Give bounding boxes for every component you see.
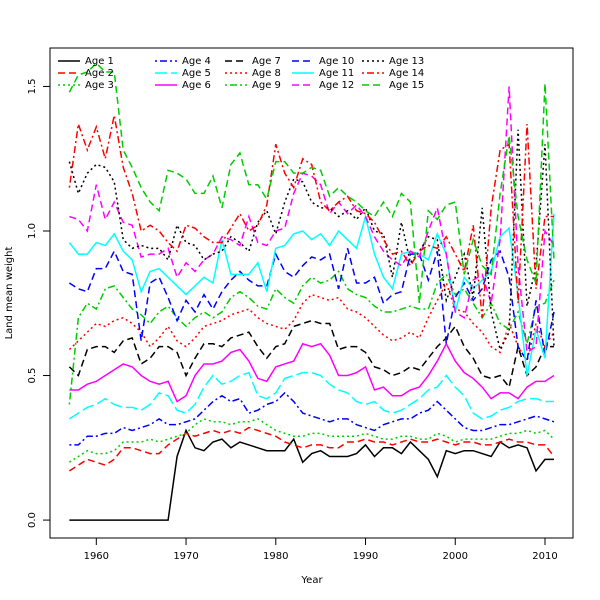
legend-label: Age 8 xyxy=(252,68,281,79)
y-tick-label: 1.0 xyxy=(27,223,38,239)
series-line xyxy=(68,426,555,472)
x-tick-label: 2010 xyxy=(532,551,557,562)
x-tick-label: 1960 xyxy=(84,551,109,562)
y-axis-label: Land mean weight xyxy=(4,247,15,340)
series-line xyxy=(68,62,555,304)
series-line xyxy=(68,213,555,376)
legend-label: Age 3 xyxy=(85,80,114,91)
x-tick-label: 2000 xyxy=(443,551,468,562)
y-tick-label: 0.0 xyxy=(27,512,38,528)
legend-label: Age 14 xyxy=(389,68,424,79)
series-line xyxy=(69,391,555,446)
x-tick-label: 1970 xyxy=(173,551,198,562)
legend-label: Age 7 xyxy=(252,56,281,67)
legend-label: Age 6 xyxy=(182,80,211,91)
x-tick-label: 1980 xyxy=(263,551,288,562)
series-line xyxy=(69,342,555,403)
series-line xyxy=(69,86,555,354)
legend-label: Age 13 xyxy=(389,56,424,67)
legend-label: Age 15 xyxy=(389,80,424,91)
legend-label: Age 10 xyxy=(319,56,354,67)
series-line xyxy=(69,428,554,521)
legend-label: Age 9 xyxy=(252,80,281,91)
plot-frame xyxy=(49,47,574,539)
legend-label: Age 2 xyxy=(85,68,114,79)
y-tick-label: 1.5 xyxy=(27,78,38,94)
series-line xyxy=(68,115,554,318)
series-line xyxy=(68,281,555,364)
series-line xyxy=(68,248,555,364)
legend-label: Age 11 xyxy=(319,68,354,79)
series-line xyxy=(68,129,555,352)
legend-label: Age 5 xyxy=(182,68,211,79)
series-line xyxy=(68,319,554,389)
series-line xyxy=(68,371,554,420)
y-tick-label: 0.5 xyxy=(27,368,38,384)
legend-label: Age 1 xyxy=(85,56,114,67)
x-tick-label: 1990 xyxy=(353,551,378,562)
legend-label: Age 12 xyxy=(319,80,354,91)
x-axis-label: Year xyxy=(300,575,323,586)
legend-label: Age 4 xyxy=(182,56,211,67)
